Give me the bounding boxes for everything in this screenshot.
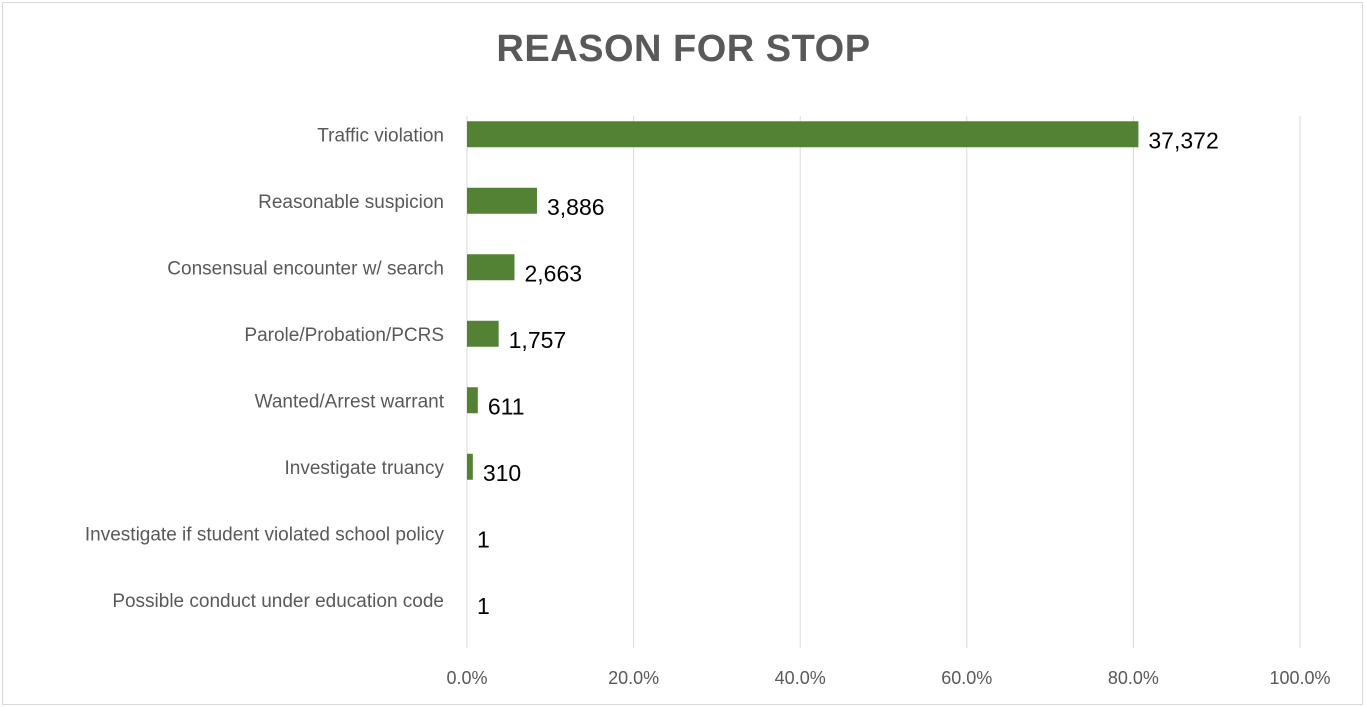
data-label: 1	[477, 526, 490, 552]
bar	[467, 387, 478, 414]
data-label: 3,886	[547, 194, 605, 220]
x-axis-tick-labels: 0.0% 20.0% 40.0% 60.0% 80.0% 100.0%	[446, 668, 1330, 688]
data-label: 1,757	[509, 327, 567, 353]
x-tick-label: 80.0%	[1108, 668, 1159, 688]
category-labels: Traffic violation Reasonable suspicion Con…	[85, 125, 445, 612]
bars	[467, 121, 1139, 480]
data-label: 310	[483, 460, 521, 486]
category-label: Possible conduct under education code	[112, 591, 444, 612]
data-label: 611	[488, 393, 525, 419]
bar	[467, 187, 537, 214]
data-label: 2,663	[524, 260, 582, 286]
category-label: Investigate if student violated school p…	[85, 524, 445, 545]
x-tick-label: 100.0%	[1269, 668, 1330, 688]
bar	[467, 453, 473, 480]
chart-title: REASON FOR STOP	[496, 28, 871, 70]
data-label: 37,372	[1148, 127, 1218, 153]
x-tick-label: 40.0%	[775, 668, 826, 688]
x-tick-label: 0.0%	[446, 668, 487, 688]
data-label: 1	[477, 593, 490, 619]
bar	[467, 121, 1139, 148]
category-label: Consensual encounter w/ search	[167, 258, 444, 279]
category-label: Investigate truancy	[285, 458, 445, 479]
category-label: Wanted/Arrest warrant	[255, 391, 445, 412]
x-tick-label: 60.0%	[941, 668, 992, 688]
category-label: Traffic violation	[317, 125, 444, 146]
category-label: Parole/Probation/PCRS	[244, 325, 444, 346]
bar	[467, 254, 515, 281]
bar	[467, 320, 499, 347]
category-label: Reasonable suspicion	[258, 192, 444, 213]
data-labels: 37,372 3,886 2,663 1,757 611 310 1 1	[477, 127, 1219, 619]
x-tick-label: 20.0%	[608, 668, 659, 688]
gridlines	[466, 116, 1301, 648]
